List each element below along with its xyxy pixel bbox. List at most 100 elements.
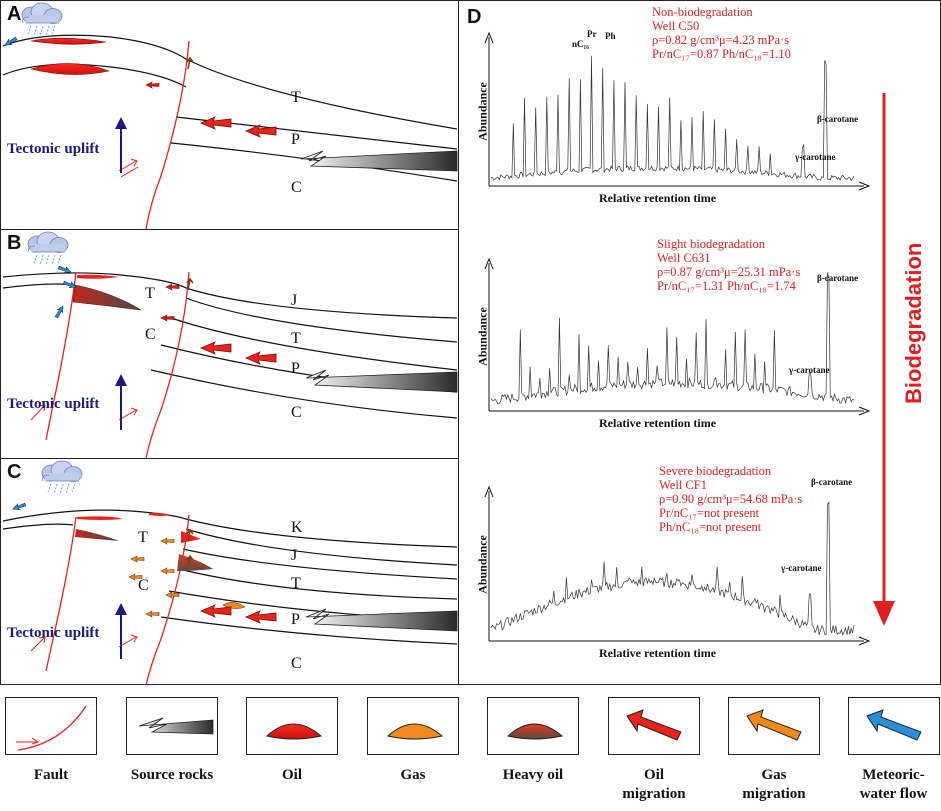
stratum-label: P (291, 611, 300, 628)
stratum-label: C (291, 655, 302, 672)
legend-fault (5, 697, 97, 755)
meteoric-water-flow-icon (866, 709, 922, 741)
heavy-oil-icon (506, 723, 564, 740)
x-axis-label: Relative retention time (599, 191, 717, 205)
well-name: Well CF1 (659, 478, 707, 492)
gas-migration-icon (160, 567, 175, 575)
stratum-label: T (145, 285, 155, 302)
gas-migration-icon (160, 537, 175, 545)
legend-oil-migration (608, 697, 700, 755)
panel-c-cross-section (2, 460, 458, 686)
fault-icon (16, 705, 87, 751)
legend-label: Source rocks (130, 767, 214, 783)
panel-c-label: C (7, 461, 22, 483)
stratum-label: P (291, 131, 300, 148)
sample-title: Slight biodegradation (657, 237, 765, 251)
legend-label: Oil (281, 767, 302, 783)
well-name: Well C50 (652, 19, 700, 33)
legend-source-rocks (126, 697, 218, 755)
peak-label: γ-carotane (781, 563, 822, 573)
panel-c: C (0, 458, 459, 686)
panel-a-cross-section (2, 2, 458, 230)
cloud-rain-icon (27, 231, 69, 266)
panel-d-label: D (467, 6, 482, 28)
oil-properties: ρ=0.87 g/cm³μ=25.31 mPa·s (657, 265, 801, 279)
legend-label: Heavy oil (502, 767, 564, 783)
stratum-label: C (145, 326, 156, 343)
cloud-rain-icon (21, 2, 63, 37)
stratum-label: C (291, 179, 302, 196)
peak-label: nC₁₆ (572, 39, 589, 49)
peak-label: β-carotane (817, 114, 859, 124)
well-name: Well C631 (657, 251, 711, 265)
stratum-label: T (291, 89, 301, 106)
panel-b-cross-section (2, 231, 458, 459)
x-axis-label: Relative retention time (599, 646, 717, 660)
biodegradation-label: Biodegradation (901, 242, 926, 404)
stratum-label: J (291, 547, 298, 564)
peak-label: Ph (605, 31, 616, 41)
peak-label: γ-carotane (789, 365, 830, 375)
x-axis-label: Relative retention time (599, 416, 717, 430)
gas-migration-icon (145, 610, 160, 618)
panel-b: B J T P C T C Tectonic uplift (0, 229, 459, 459)
oil-migration-icon (160, 314, 175, 322)
cloud-rain-icon (41, 460, 83, 495)
oil-migration-icon (145, 81, 160, 89)
legend-label: Gas (400, 767, 426, 783)
stratum-label: T (291, 330, 301, 347)
stratum-label: K (291, 519, 303, 536)
oil-migration-icon (200, 341, 232, 355)
gas-icon (386, 723, 444, 740)
gas-migration-icon (130, 555, 145, 563)
stratum-label: P (291, 360, 300, 377)
panel-b-label: B (7, 232, 22, 254)
legend-gas-migration (728, 697, 820, 755)
stratum-label: J (291, 292, 298, 309)
legend-label: Meteoric-water flow (859, 767, 928, 802)
peak-label: γ-carotane (795, 152, 836, 162)
panel-a: A T P C Tectonic uplift (0, 0, 459, 230)
biodegradation-arrow (873, 93, 895, 626)
oil-migration-icon (245, 610, 277, 624)
chromatogram-1 (484, 31, 871, 191)
water-flow-icon (11, 501, 27, 513)
water-flow-icon (53, 304, 66, 320)
legend-gas (367, 697, 459, 755)
stratum-label: T (291, 575, 301, 592)
chromatogram-trace (490, 501, 855, 636)
panel-a-label: A (7, 3, 22, 25)
peak-label: Pr (587, 29, 597, 39)
legend-meteoric-water-flow (848, 697, 940, 755)
sample-title: Severe biodegradation (659, 464, 772, 478)
legend-heavy-oil (487, 697, 579, 755)
oil-migration-icon (200, 116, 232, 130)
chromatogram-trace (490, 272, 855, 405)
biomarker-ratios: Ph/nC₁₈=not present (659, 520, 762, 534)
chromatogram-trace (490, 55, 855, 182)
sample-title: Non-biodegradation (652, 5, 753, 19)
stratum-label: T (138, 529, 148, 546)
chromatogram-3 (484, 485, 871, 646)
biomarker-ratios: Pr/nC₁₇=1.31 Ph/nC₁₈=1.74 (657, 279, 796, 293)
biomarker-ratios: Pr/nC₁₇=not present (659, 506, 760, 520)
gas-migration-icon (746, 709, 802, 741)
oil-migration-icon (626, 709, 682, 741)
stratum-label: C (138, 577, 149, 594)
legend-oil (246, 697, 338, 755)
legend-label: Oil migration (622, 767, 686, 802)
tectonic-uplift-label: Tectonic uplift (7, 625, 100, 641)
biomarker-ratios: Pr/nC₁₇=0.87 Ph/nC₁₈=1.10 (652, 47, 791, 61)
tectonic-uplift-label: Tectonic uplift (7, 141, 100, 157)
peak-label: β-carotane (817, 273, 859, 283)
legend-label: Gas migration (742, 767, 806, 802)
chromatogram-2 (484, 257, 871, 416)
oil-properties: ρ=0.82 g/cm³μ=4.23 mPa·s (652, 33, 790, 47)
oil-icon (265, 723, 323, 740)
oil-properties: ρ=0.90 g/cm³μ=54.68 mPa·s (659, 492, 803, 506)
oil-migration-icon (245, 351, 277, 365)
panel-d: D Abundance Relative retention time Non-… (458, 0, 941, 685)
legend-label: Fault (33, 767, 69, 783)
peak-label: β-carotane (811, 477, 853, 487)
tectonic-uplift-label: Tectonic uplift (7, 396, 100, 412)
